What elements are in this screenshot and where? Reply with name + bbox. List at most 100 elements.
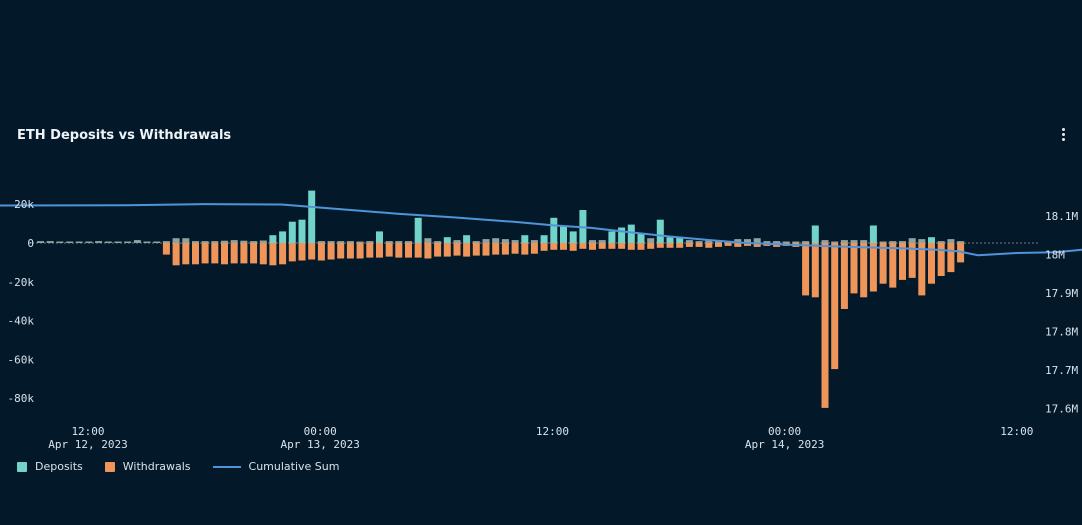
more-options-icon[interactable] [1056, 124, 1070, 144]
deposit-bar [521, 235, 529, 243]
withdrawal-bar [221, 243, 228, 265]
legend-item-deposits[interactable]: Deposits [17, 460, 83, 473]
deposit-bar [618, 227, 626, 243]
deposit-bar [56, 241, 64, 243]
deposit-bar [182, 238, 190, 243]
withdrawal-bar [259, 243, 267, 265]
withdrawal-bar [618, 243, 626, 249]
right-axis-tick-label: 18.1M [1045, 210, 1078, 223]
withdrawal-bar [501, 243, 509, 255]
withdrawal-bar [356, 243, 364, 259]
withdrawal-bar [192, 243, 199, 265]
withdrawal-bar [211, 243, 219, 264]
deposit-bar [453, 240, 461, 243]
deposit-bar [405, 241, 412, 243]
deposit-bar [124, 241, 132, 243]
deposit-bar [201, 241, 209, 243]
withdrawal-bar [676, 243, 684, 248]
x-axis-date-label: Apr 14, 2023 [745, 438, 824, 451]
deposit-bar [424, 238, 432, 243]
deposit-bar [773, 241, 781, 243]
deposit-bar [734, 239, 742, 243]
deposit-bar [802, 241, 810, 243]
deposit-bar [840, 240, 848, 243]
deposit-bar [298, 219, 306, 243]
withdrawal-bar [685, 243, 693, 247]
deposit-bar [695, 241, 703, 243]
x-axis-date-label: Apr 12, 2023 [48, 438, 127, 451]
deposit-bar [753, 238, 761, 243]
withdrawal-bar [250, 243, 258, 264]
deposit-bar [947, 239, 955, 243]
legend-item-cumulative[interactable]: Cumulative Sum [212, 460, 339, 473]
withdrawal-bar [627, 243, 635, 250]
withdrawal-bar [376, 243, 383, 258]
deposit-bar [443, 237, 451, 243]
withdrawal-bar [288, 243, 296, 262]
deposit-bar [153, 241, 161, 243]
deposit-bar [715, 241, 722, 243]
deposit-bar [162, 241, 170, 243]
deposit-bar [95, 241, 103, 243]
withdrawal-bar [298, 243, 306, 261]
withdrawal-bar [560, 243, 567, 250]
legend-label-withdrawals: Withdrawals [122, 460, 191, 473]
withdrawal-bar [637, 243, 645, 250]
withdrawal-bar [434, 243, 442, 257]
right-axis-tick-label: 17.7M [1045, 364, 1078, 377]
deposit-bar [879, 241, 887, 243]
withdrawal-bar [530, 243, 538, 254]
deposit-bar [821, 240, 829, 243]
withdrawal-bar [734, 243, 742, 247]
deposit-bar [385, 241, 393, 243]
x-axis-time-label: 00:00 [768, 425, 801, 438]
deposit-bar [550, 217, 558, 243]
deposit-bar [666, 237, 674, 243]
withdrawal-bar [395, 243, 403, 258]
withdrawal-bar [540, 243, 548, 251]
withdrawal-bar [647, 243, 655, 249]
deposit-bar [376, 231, 383, 243]
deposit-bar [46, 241, 54, 243]
withdrawal-bar [240, 243, 248, 264]
withdrawal-bar [821, 243, 829, 408]
deposit-bar [763, 241, 771, 243]
deposit-bar [317, 241, 325, 243]
deposit-bar [366, 241, 374, 243]
withdrawal-bar [317, 243, 325, 261]
deposit-bar [511, 240, 519, 243]
withdrawal-bar [744, 243, 751, 246]
left-axis-tick-label: 20k [14, 198, 34, 211]
withdrawal-bar [337, 243, 345, 259]
deposit-bar [792, 241, 800, 243]
deposit-bar [608, 231, 616, 243]
chart-title: ETH Deposits vs Withdrawals [17, 128, 232, 143]
deposit-bar [192, 241, 199, 243]
deposit-bar [133, 240, 141, 243]
withdrawal-bar [521, 243, 529, 255]
deposit-bar [908, 238, 916, 243]
withdrawal-bar [443, 243, 451, 257]
x-axis-time-label: 00:00 [304, 425, 337, 438]
withdrawal-bar [753, 243, 761, 247]
deposit-bar [434, 241, 442, 243]
deposit-bar [172, 238, 180, 243]
deposit-bar [395, 241, 403, 243]
deposit-bar [482, 239, 490, 243]
deposit-bar [889, 241, 897, 243]
left-axis-tick-label: -40k [8, 315, 35, 328]
right-axis-tick-label: 17.6M [1045, 403, 1078, 416]
withdrawal-bar [269, 243, 277, 266]
withdrawal-bar [424, 243, 432, 259]
deposit-bar [414, 217, 422, 243]
x-axis-time-label: 12:00 [536, 425, 569, 438]
deposit-bar [66, 241, 74, 243]
withdrawal-bar [230, 243, 238, 264]
deposit-bar [250, 241, 258, 243]
cumulative-swatch [212, 465, 241, 468]
withdrawal-bar [666, 243, 674, 248]
withdrawal-bar [182, 243, 190, 265]
legend-item-withdrawals[interactable]: Withdrawals [104, 460, 191, 473]
deposit-bar [957, 241, 965, 243]
